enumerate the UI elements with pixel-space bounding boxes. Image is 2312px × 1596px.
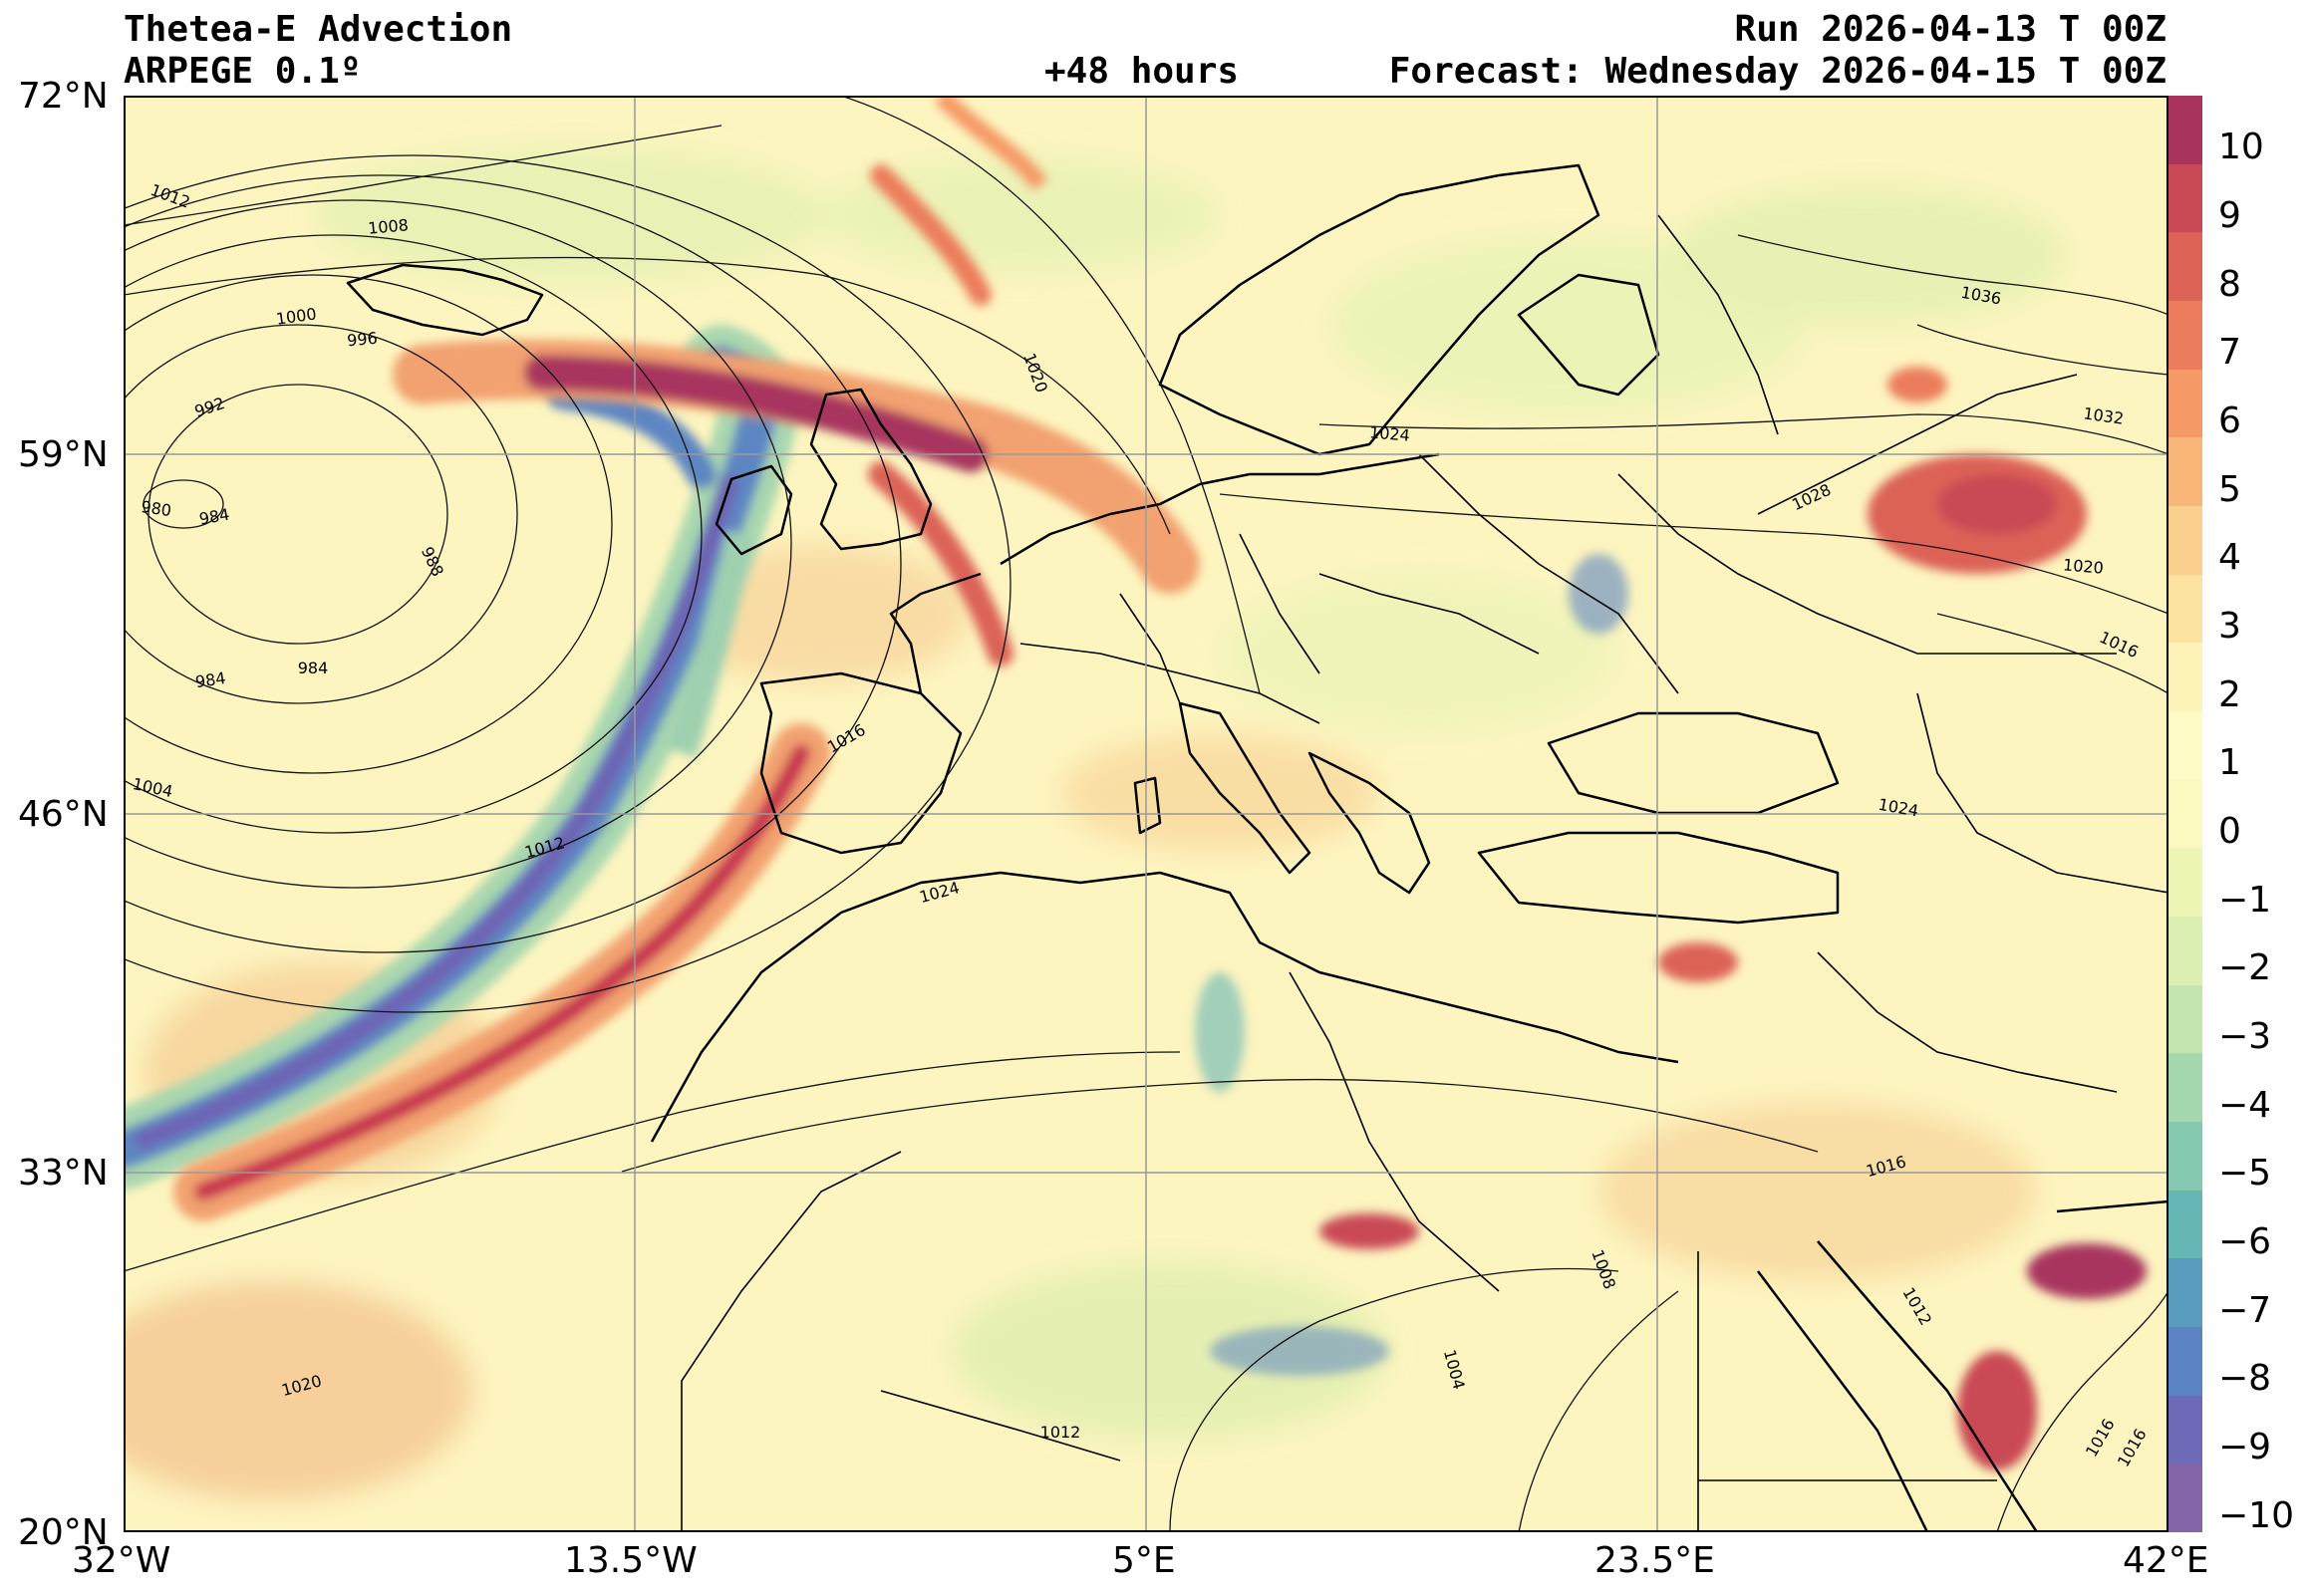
colorbar-tick-label: −2 xyxy=(2218,947,2272,989)
isobar-label: 984 xyxy=(298,659,329,677)
colorbar-tick-label: 8 xyxy=(2218,263,2241,305)
isobar-label: 984 xyxy=(194,668,227,691)
colorbar-tick-label: 2 xyxy=(2218,673,2241,715)
run-label: Run 2026-04-13 T 00Z xyxy=(1734,9,2167,50)
colorbar-tick-label: 10 xyxy=(2218,127,2264,168)
colorbar-bin xyxy=(2168,506,2202,576)
isobar-label: 1020 xyxy=(2062,555,2104,577)
lat-label-59n: 59°N xyxy=(18,434,109,475)
lat-label-33n: 33°N xyxy=(18,1153,109,1194)
graticule xyxy=(124,96,2168,1532)
lat-label-46n: 46°N xyxy=(18,794,109,835)
colorbar-tick-label: −6 xyxy=(2218,1221,2272,1262)
colorbar-bin xyxy=(2168,1395,2202,1464)
lat-label-20n: 20°N xyxy=(18,1512,109,1553)
colorbar-tick-label: 1 xyxy=(2218,742,2241,784)
colorbar-bin xyxy=(2168,779,2202,849)
lon-label-32w: 32°W xyxy=(72,1540,171,1581)
colorbar-tick-label: −7 xyxy=(2218,1289,2272,1331)
colorbar-bin xyxy=(2168,369,2202,438)
isobar-label: 1012 xyxy=(1040,1423,1081,1442)
colorbar-bin xyxy=(2168,1122,2202,1192)
colorbar-bin xyxy=(2168,848,2202,918)
colorbar-tick-label: −10 xyxy=(2218,1494,2294,1536)
map-title: Thetea-E Advection xyxy=(124,9,513,50)
colorbar-tick-label: 4 xyxy=(2218,537,2241,579)
lon-label-23-5e: 23.5°E xyxy=(1594,1540,1715,1581)
colorbar-tick-label: 9 xyxy=(2218,195,2241,236)
colorbar-bin xyxy=(2168,232,2202,302)
colorbar-bin xyxy=(2168,96,2202,165)
colorbar-bin xyxy=(2168,711,2202,781)
lat-label-72n: 72°N xyxy=(18,76,109,117)
colorbar-tick-label: −5 xyxy=(2218,1153,2272,1195)
lon-label-42e: 42°E xyxy=(2123,1540,2209,1581)
country-borders xyxy=(681,214,2168,1532)
colorbar-bin xyxy=(2168,437,2202,507)
colorbar-bin xyxy=(2168,1053,2202,1123)
isobar-label: 996 xyxy=(346,329,378,351)
isobar-lines xyxy=(124,96,2168,1532)
map-frame xyxy=(124,96,2168,1532)
isobar-label: 1008 xyxy=(367,215,409,237)
colorbar-bin xyxy=(2168,574,2202,644)
colorbar-tick-label: 0 xyxy=(2218,811,2241,852)
colorbar-tick-label: −9 xyxy=(2218,1427,2272,1467)
isobar-label: 980 xyxy=(140,497,172,520)
colorbar-bin xyxy=(2168,984,2202,1054)
colorbar-tick-label: −1 xyxy=(2218,879,2272,921)
colorbar-tick-label: 3 xyxy=(2218,606,2241,647)
colorbar-bin xyxy=(2168,163,2202,233)
colorbar-bin xyxy=(2168,1463,2202,1533)
isobar-label: 1024 xyxy=(1368,422,1410,444)
model-label: ARPEGE 0.1º xyxy=(124,51,362,92)
colorbar-bin xyxy=(2168,301,2202,371)
colorbar-bin xyxy=(2168,917,2202,986)
coastlines xyxy=(346,163,2168,1532)
colorbar-bin xyxy=(2168,643,2202,712)
colorbar-bin xyxy=(2168,1327,2202,1397)
colorbar-tick-label: 6 xyxy=(2218,400,2241,441)
forecast-label: Forecast: Wednesday 2026-04-15 T 00Z xyxy=(1388,51,2167,92)
colorbar-tick-label: 7 xyxy=(2218,332,2241,374)
map-panel: 1008 1012 1000 996 992 980 984 988 984 984 1004 101… xyxy=(124,96,2168,1532)
colorbar-bin xyxy=(2168,1258,2202,1328)
lead-time-label: +48 hours xyxy=(1044,51,1240,92)
lon-label-13-5w: 13.5°W xyxy=(564,1540,698,1581)
colorbar-tick-label: 5 xyxy=(2218,468,2241,510)
colorbar-tick-label: −4 xyxy=(2218,1084,2272,1126)
lon-label-5e: 5°E xyxy=(1112,1540,1176,1581)
colorbar xyxy=(2168,96,2202,1533)
colorbar-tick-label: −3 xyxy=(2218,1016,2272,1057)
colorbar-tick-label: −8 xyxy=(2218,1358,2272,1400)
colorbar-bin xyxy=(2168,1190,2202,1259)
